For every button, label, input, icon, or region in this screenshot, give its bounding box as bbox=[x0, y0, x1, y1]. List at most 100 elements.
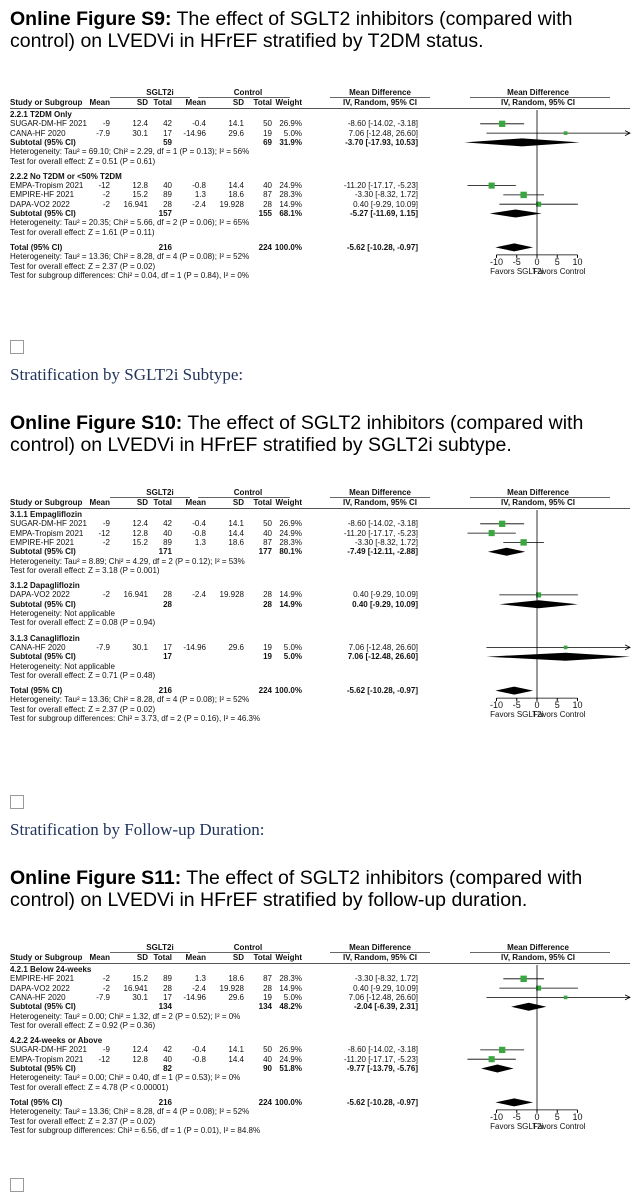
study-n-control: 28 bbox=[263, 590, 272, 600]
md-column-title: Mean Difference bbox=[349, 943, 411, 952]
footer-text: Test for overall effect: Z = 2.37 (P = 0… bbox=[10, 704, 156, 714]
checkbox[interactable] bbox=[10, 795, 24, 809]
study-n-control: 50 bbox=[263, 119, 272, 129]
x-tick-label: 5 bbox=[554, 1111, 560, 1122]
forest-plot-svg bbox=[467, 510, 631, 702]
stratification-heading: Stratification by Follow-up Duration: bbox=[10, 820, 265, 839]
subtotal-ci: -5.27 [-11.69, 1.15] bbox=[349, 209, 418, 218]
study-sd-control: 19.928 bbox=[219, 983, 244, 993]
study-weight: 28.3% bbox=[279, 190, 302, 200]
column-mean-sglt2i: Mean bbox=[89, 498, 110, 507]
study-mean-control: -2.4 bbox=[192, 983, 206, 993]
study-mean-control: -0.8 bbox=[192, 1054, 206, 1064]
study-sd-sglt2i: 12.8 bbox=[132, 181, 148, 191]
group-underline bbox=[198, 97, 290, 98]
subtotal-n-sglt2i: 59 bbox=[163, 137, 172, 147]
study-sd-control: 14.1 bbox=[228, 519, 244, 529]
total-diamond bbox=[495, 686, 534, 695]
study-sd-control: 29.6 bbox=[228, 128, 244, 138]
study-n-control: 28 bbox=[263, 199, 272, 209]
study-sd-control: 18.6 bbox=[228, 537, 244, 547]
column-sd-control: SD bbox=[232, 498, 244, 507]
subtotal-weight: 51.8% bbox=[279, 1064, 302, 1073]
study-sd-control: 18.6 bbox=[228, 974, 244, 984]
subtotal-n-sglt2i: 171 bbox=[158, 547, 172, 557]
study-n-control: 87 bbox=[263, 190, 272, 200]
overall-effect-text: Test for overall effect: Z = 3.18 (P = 0… bbox=[10, 565, 160, 575]
study-mean-control: -14.96 bbox=[183, 992, 206, 1002]
footer-text: Heterogeneity: Tau² = 13.36; Chi² = 8.28… bbox=[10, 695, 250, 705]
study-marker-square bbox=[536, 985, 542, 991]
column-total-sglt2i: Total bbox=[153, 498, 172, 507]
study-marker-square bbox=[520, 191, 527, 199]
subtotal-n-sglt2i: 157 bbox=[158, 209, 172, 218]
heterogeneity-text: Heterogeneity: Not applicable bbox=[10, 661, 115, 671]
column-mean-control: Mean bbox=[185, 498, 206, 507]
subtotal-n-control: 19 bbox=[263, 652, 272, 662]
study-n-control: 19 bbox=[263, 992, 272, 1002]
subtotal-weight: 68.1% bbox=[279, 209, 302, 218]
study-name: CANA-HF 2020 bbox=[10, 992, 66, 1002]
study-mean-sglt2i: -12 bbox=[98, 1054, 110, 1064]
study-marker-square bbox=[563, 131, 568, 135]
column-weight: Weight bbox=[275, 98, 302, 107]
study-n-control: 19 bbox=[263, 128, 272, 138]
study-name: CANA-HF 2020 bbox=[10, 642, 66, 652]
group-underline bbox=[470, 97, 610, 98]
x-tick-label: -5 bbox=[512, 1111, 521, 1122]
column-total-sglt2i: Total bbox=[153, 953, 172, 962]
total-ci: -5.62 [-10.28, -0.97] bbox=[346, 1097, 418, 1107]
subtotal-diamond bbox=[489, 209, 542, 218]
study-name: DAPA-VO2 2022 bbox=[10, 199, 70, 209]
study-n-sglt2i: 28 bbox=[163, 590, 172, 600]
study-n-sglt2i: 40 bbox=[163, 528, 172, 538]
header-rule bbox=[10, 963, 630, 964]
md-column-title: Mean Difference bbox=[349, 488, 411, 497]
study-mean-control: -2.4 bbox=[192, 590, 206, 600]
group-underline bbox=[198, 497, 290, 498]
study-n-sglt2i: 40 bbox=[163, 181, 172, 191]
plot-subtitle: IV, Random, 95% CI bbox=[501, 498, 575, 507]
heterogeneity-text: Heterogeneity: Not applicable bbox=[10, 609, 115, 618]
group-header-sglt2i: SGLT2i bbox=[146, 488, 174, 497]
group-underline bbox=[330, 952, 430, 953]
study-weight: 14.9% bbox=[279, 983, 302, 993]
study-sd-control: 19.928 bbox=[219, 590, 244, 600]
column-weight: Weight bbox=[275, 953, 302, 962]
study-sd-control: 14.4 bbox=[228, 528, 244, 538]
subtotal-n-sglt2i: 28 bbox=[163, 599, 172, 609]
study-ci: 0.40 [-9.29, 10.09] bbox=[353, 590, 418, 600]
checkbox[interactable] bbox=[10, 1178, 24, 1192]
checkbox[interactable] bbox=[10, 340, 24, 354]
study-marker-square bbox=[488, 1056, 495, 1063]
study-mean-control: 1.3 bbox=[194, 537, 206, 547]
subtotal-n-control: 28 bbox=[263, 599, 272, 609]
group-underline bbox=[470, 497, 610, 498]
study-weight: 28.3% bbox=[279, 974, 302, 984]
study-sd-control: 19.928 bbox=[219, 199, 244, 209]
study-marker-square bbox=[536, 592, 542, 598]
study-ci: 0.40 [-9.29, 10.09] bbox=[353, 199, 418, 209]
total-label: Total (95% CI) bbox=[10, 242, 63, 252]
study-mean-sglt2i: -7.9 bbox=[96, 642, 110, 652]
study-marker-square bbox=[563, 645, 568, 650]
study-marker-square bbox=[499, 1046, 506, 1054]
forest-plot-svg bbox=[467, 965, 631, 1113]
study-n-control: 40 bbox=[263, 1054, 272, 1064]
total-diamond bbox=[495, 243, 534, 252]
subtotal-n-sglt2i: 17 bbox=[163, 652, 172, 662]
subtotal-label: Subtotal (95% CI) bbox=[10, 652, 76, 662]
total-n-sglt2i: 216 bbox=[158, 1097, 172, 1107]
column-study: Study or Subgroup bbox=[10, 98, 83, 107]
header-rule bbox=[10, 108, 630, 109]
study-weight: 28.3% bbox=[279, 537, 302, 547]
study-weight: 24.9% bbox=[279, 1054, 302, 1064]
favors-control-label: Favors Control bbox=[533, 710, 586, 720]
column-total-control: Total bbox=[253, 98, 272, 107]
study-sd-sglt2i: 15.2 bbox=[132, 190, 148, 200]
subtotal-weight: 80.1% bbox=[279, 547, 302, 557]
study-ci: 0.40 [-9.29, 10.09] bbox=[353, 983, 418, 993]
subtotal-weight: 48.2% bbox=[279, 1002, 302, 1012]
group-header-control: Control bbox=[233, 88, 263, 97]
study-n-sglt2i: 42 bbox=[163, 519, 172, 529]
